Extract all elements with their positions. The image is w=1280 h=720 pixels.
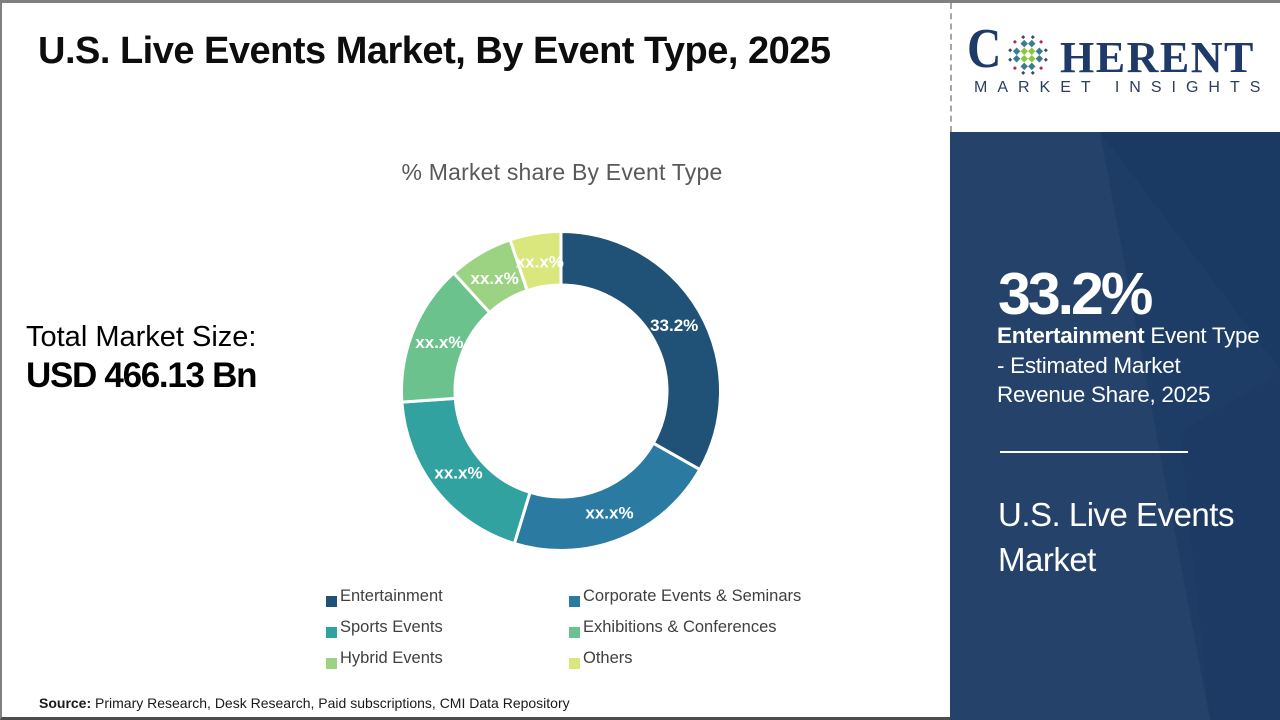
svg-text:xx.x%: xx.x%	[470, 269, 518, 288]
svg-text:xx.x%: xx.x%	[434, 464, 482, 483]
svg-text:xx.x%: xx.x%	[415, 333, 463, 352]
svg-text:xx.x%: xx.x%	[585, 504, 633, 523]
svg-text:xx.x%: xx.x%	[516, 253, 564, 272]
svg-text:33.2%: 33.2%	[650, 316, 698, 335]
